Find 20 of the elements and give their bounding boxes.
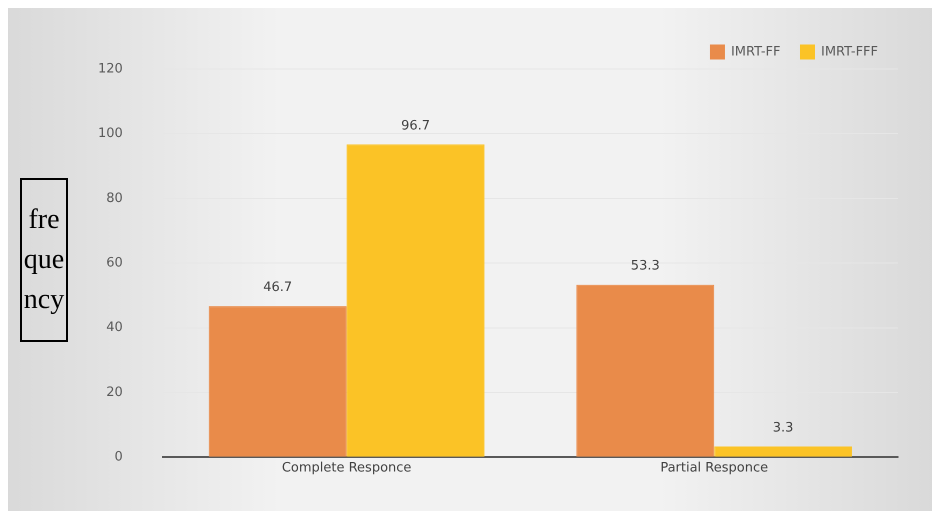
y-axis-title: frequency bbox=[20, 178, 68, 342]
data-label: 46.7 bbox=[263, 280, 292, 294]
y-tick-label: 80 bbox=[106, 190, 123, 206]
x-tick-label: Partial Responce bbox=[660, 460, 768, 475]
bar bbox=[576, 284, 714, 456]
y-tick-label: 60 bbox=[106, 254, 123, 270]
y-tick-label: 100 bbox=[98, 126, 123, 141]
data-label: 96.7 bbox=[401, 118, 430, 133]
data-label: 53.3 bbox=[630, 258, 660, 274]
legend-label: IMRT-FF bbox=[730, 44, 780, 59]
x-tick-label: Complete Responce bbox=[282, 460, 412, 475]
legend-label: IMRT-FFF bbox=[820, 44, 878, 59]
y-tick-label: 120 bbox=[98, 60, 123, 76]
data-label: 3.3 bbox=[772, 420, 794, 435]
bar bbox=[346, 144, 484, 456]
bar bbox=[714, 446, 852, 456]
y-tick-label: 0 bbox=[114, 449, 123, 464]
bar bbox=[208, 306, 347, 456]
y-tick-label: 40 bbox=[106, 320, 123, 335]
y-tick-label: 20 bbox=[106, 384, 123, 400]
